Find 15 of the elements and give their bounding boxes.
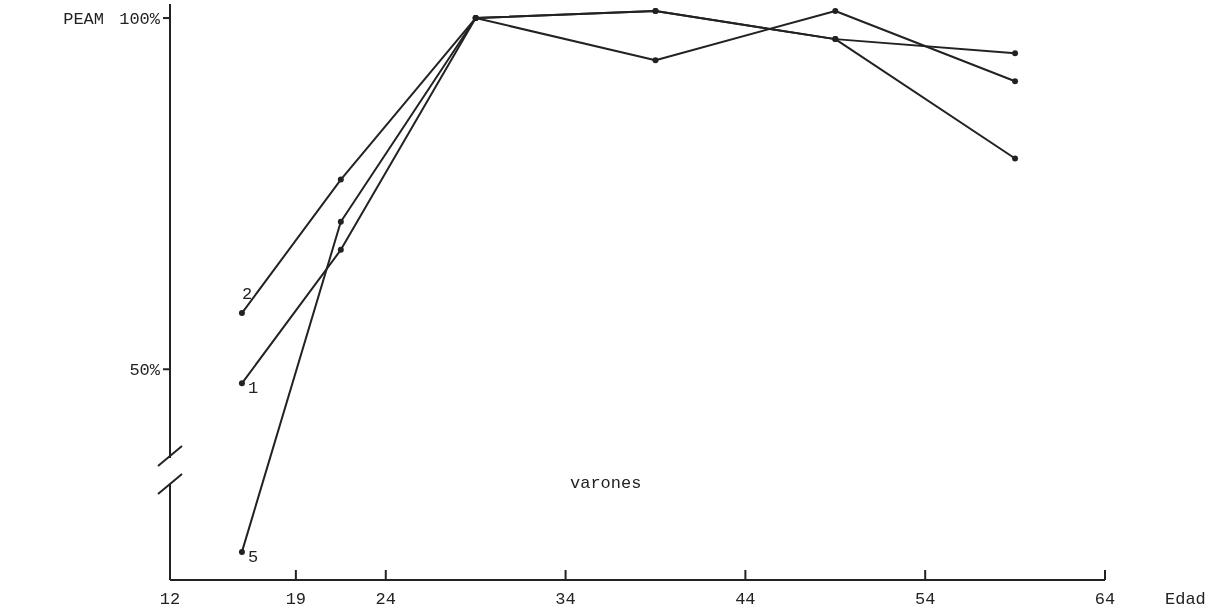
series-label: 5 bbox=[247, 547, 259, 567]
x-tick-label: 44 bbox=[735, 590, 756, 609]
series-label: 2 bbox=[241, 285, 253, 305]
annotation: varones bbox=[570, 474, 642, 493]
y-tick-label: 50% bbox=[129, 361, 161, 381]
x-tick-label: 54 bbox=[914, 590, 936, 609]
x-tick-label: 19 bbox=[285, 590, 307, 609]
x-axis-title: Edad bbox=[1165, 590, 1206, 609]
x-tick-label: 24 bbox=[375, 590, 396, 609]
series-label: 1 bbox=[247, 379, 259, 399]
x-tick-label: 34 bbox=[555, 590, 576, 609]
y-axis-title: PEAM bbox=[63, 10, 104, 29]
x-tick-label: 64 bbox=[1094, 590, 1116, 609]
x-tick-label: 12 bbox=[159, 590, 181, 609]
y-tick-label: 100% bbox=[119, 10, 161, 29]
